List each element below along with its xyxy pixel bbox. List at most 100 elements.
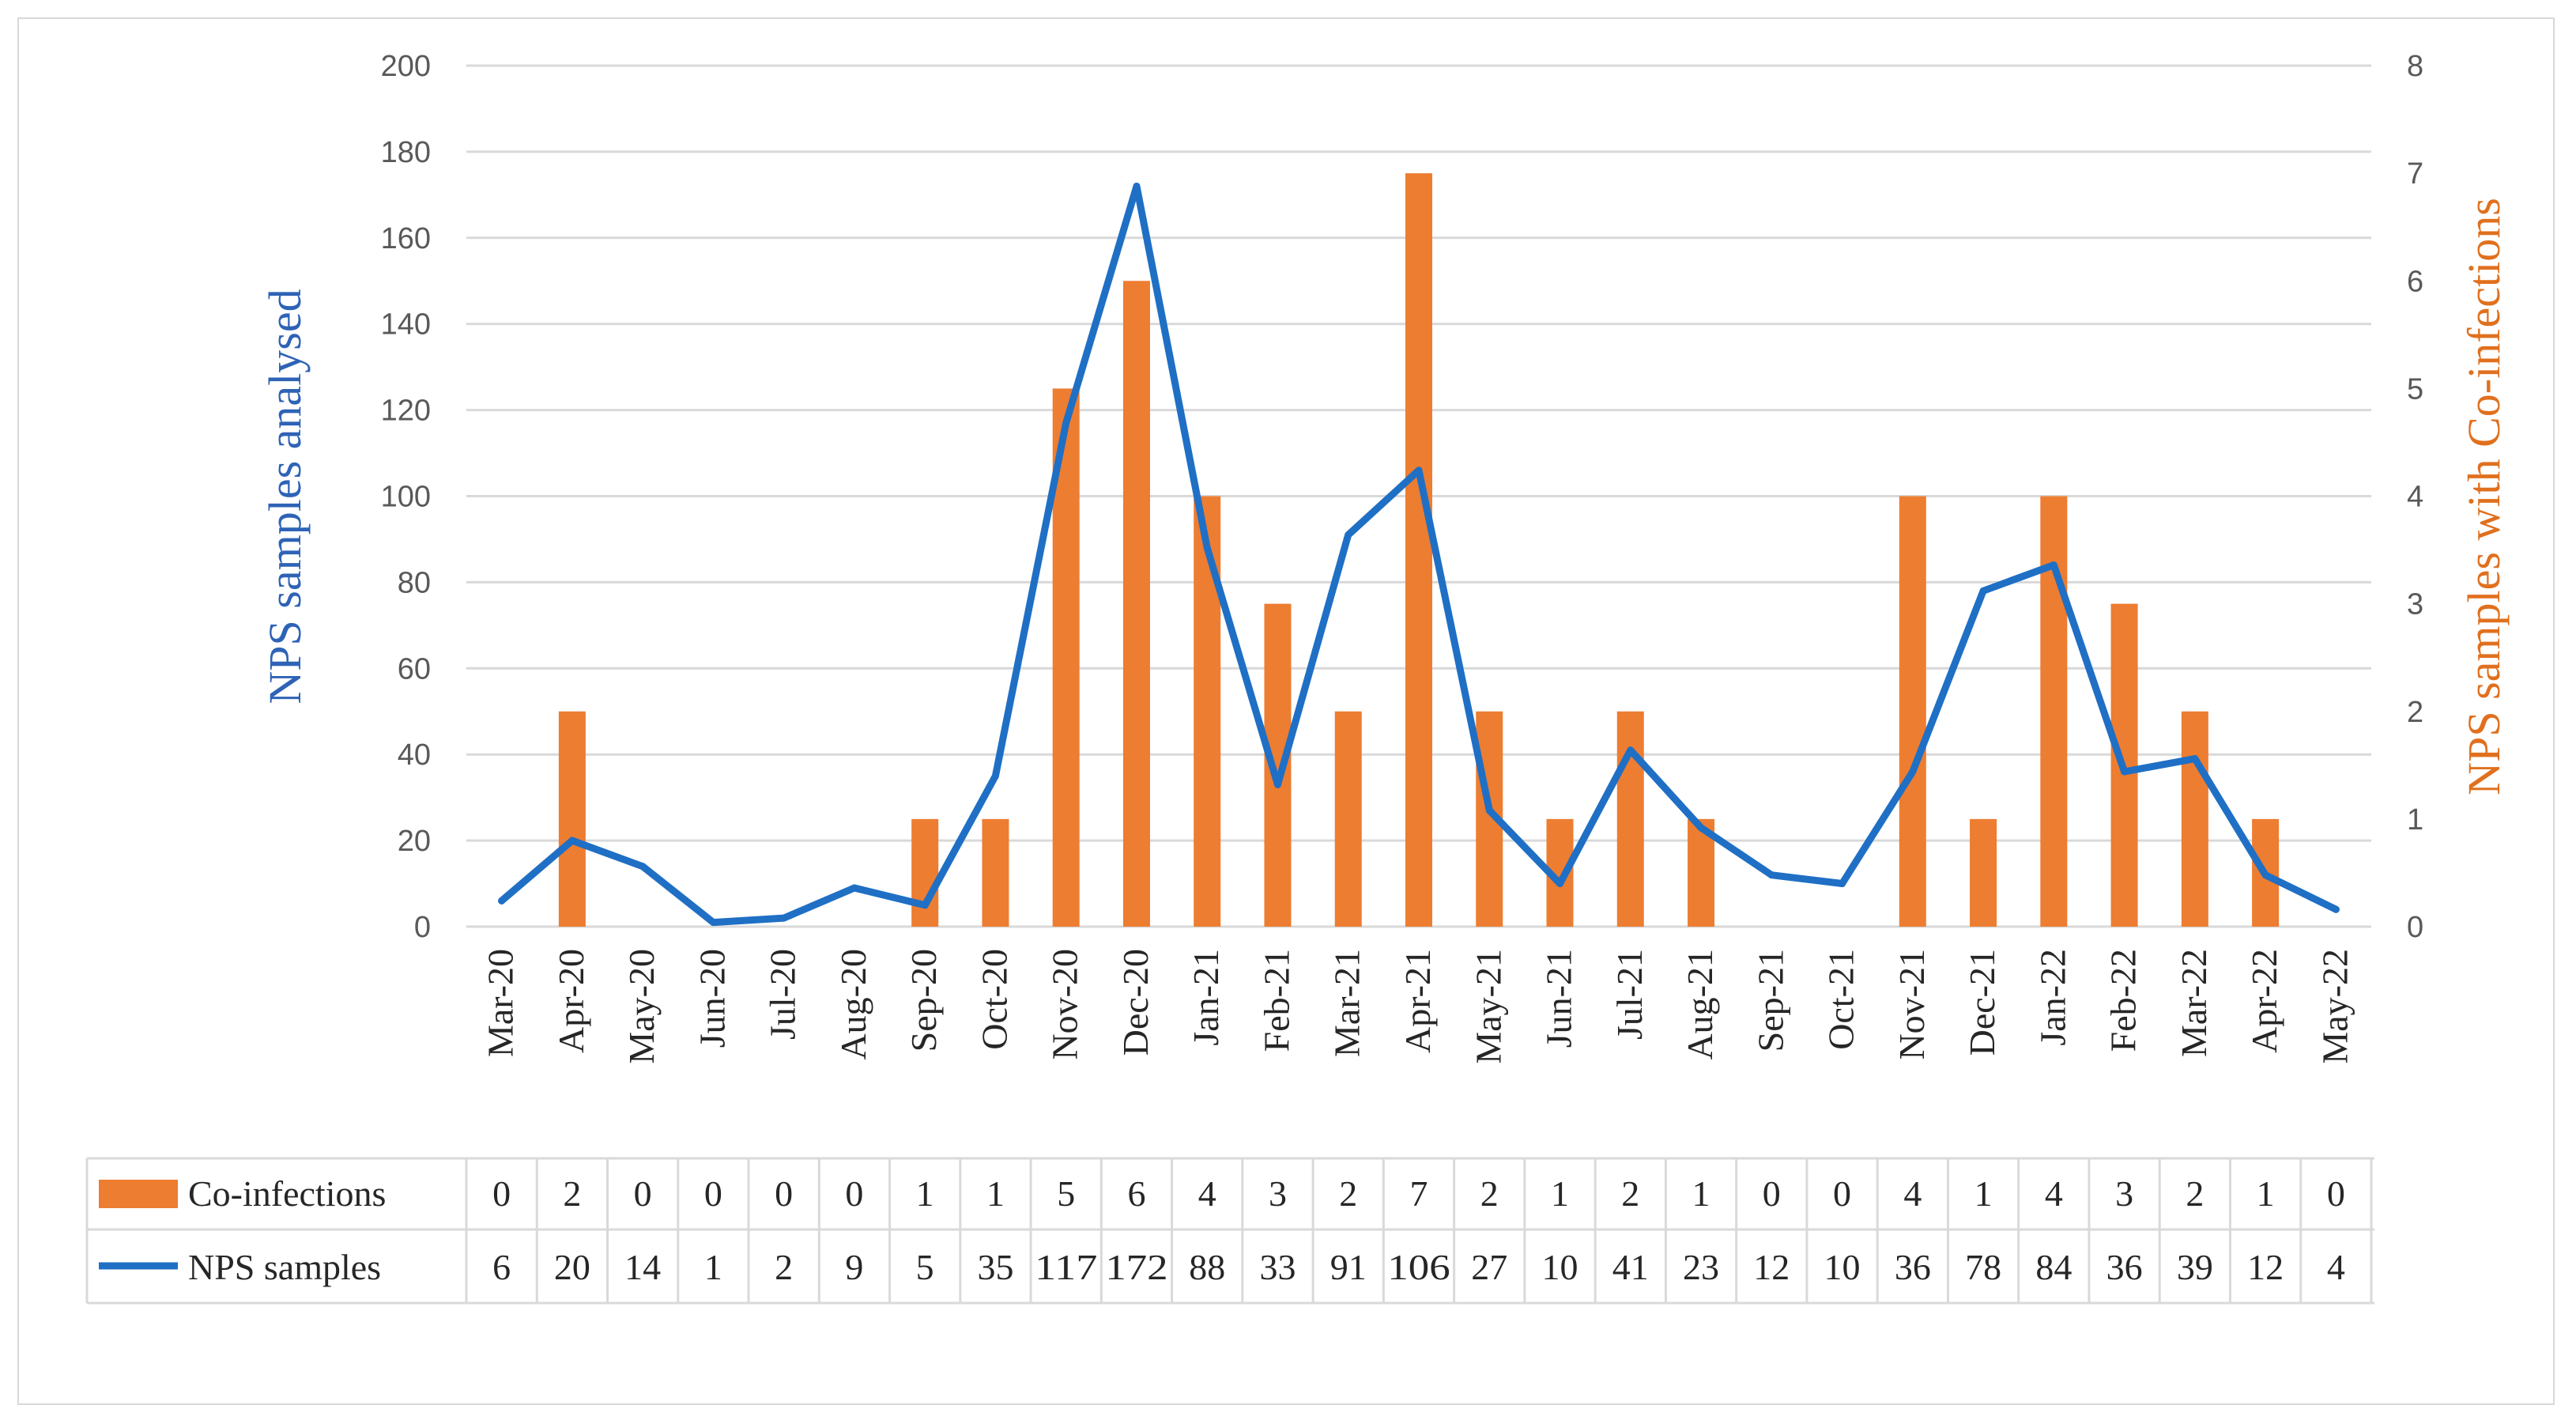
point-nps-samples — [498, 897, 506, 905]
x-tick-label: Aug-20 — [833, 949, 873, 1060]
point-nps-samples — [921, 901, 929, 909]
y-tick-label-right: 6 — [2407, 265, 2423, 298]
y-tick-label-right: 0 — [2407, 911, 2423, 944]
table-cell-nps-samples: 33 — [1259, 1247, 1296, 1287]
x-tick-label: Apr-20 — [551, 949, 591, 1053]
y-tick-label-right: 7 — [2407, 157, 2423, 191]
table-cell-nps-samples: 12 — [2247, 1247, 2284, 1287]
point-nps-samples — [1767, 871, 1775, 879]
point-nps-samples — [2261, 871, 2269, 879]
table-cell-co-infections: 1 — [1692, 1173, 1710, 1214]
y-tick-label-right: 1 — [2407, 803, 2423, 837]
point-nps-samples — [991, 772, 999, 780]
table-cell-co-infections: 3 — [1269, 1173, 1287, 1214]
table-cell-nps-samples: 41 — [1612, 1247, 1649, 1287]
x-tick-label: Jan-22 — [2032, 949, 2072, 1046]
table-cell-co-infections: 1 — [916, 1173, 934, 1214]
table-cell-co-infections: 0 — [492, 1173, 511, 1214]
point-nps-samples — [1627, 746, 1635, 754]
x-tick-label: May-22 — [2314, 949, 2355, 1064]
point-nps-samples — [1133, 182, 1141, 190]
table-cell-co-infections: 4 — [1198, 1173, 1216, 1214]
table-cell-nps-samples: 12 — [1753, 1247, 1790, 1287]
table-cell-co-infections: 0 — [2327, 1173, 2345, 1214]
bar-series-co-infections — [558, 173, 2280, 927]
x-tick-label: Jan-21 — [1186, 949, 1226, 1046]
y-tick-label-left: 120 — [381, 395, 431, 428]
table-cell-nps-samples: 106 — [1387, 1247, 1450, 1287]
table-cell-nps-samples: 23 — [1683, 1247, 1719, 1287]
x-tick-label: Sep-21 — [1750, 949, 1790, 1052]
y-tick-label-left: 80 — [398, 566, 431, 599]
table-cell-nps-samples: 4 — [2327, 1247, 2345, 1287]
bar-co-infections — [1194, 496, 1221, 927]
table-cell-nps-samples: 35 — [977, 1247, 1013, 1287]
bar-co-infections — [911, 818, 939, 927]
y-tick-label-right: 2 — [2407, 696, 2423, 729]
bar-co-infections — [1970, 818, 1997, 927]
table-cell-co-infections: 0 — [634, 1173, 652, 1214]
point-nps-samples — [1415, 466, 1423, 474]
table-cell-nps-samples: 20 — [554, 1247, 590, 1287]
y-tick-label-right: 5 — [2407, 372, 2423, 406]
bar-co-infections — [1405, 173, 1432, 927]
point-nps-samples — [568, 837, 576, 844]
legend-key-co-infections — [99, 1180, 178, 1208]
x-tick-label: Jun-20 — [692, 949, 732, 1048]
legend-label-co-infections: Co-infections — [188, 1173, 386, 1214]
table-cell-nps-samples: 27 — [1471, 1247, 1507, 1287]
y-tick-label-left: 20 — [398, 825, 431, 858]
legend-label-nps-samples: NPS samples — [188, 1247, 381, 1287]
point-nps-samples — [709, 919, 717, 927]
table-cell-co-infections: 2 — [2186, 1173, 2204, 1214]
y-tick-label-left: 0 — [414, 911, 431, 944]
point-nps-samples — [2050, 561, 2057, 569]
point-nps-samples — [1485, 806, 1493, 814]
point-nps-samples — [1909, 768, 1917, 776]
point-nps-samples — [1345, 531, 1352, 539]
table-cell-co-infections: 5 — [1057, 1173, 1075, 1214]
bar-co-infections — [2181, 711, 2208, 927]
point-nps-samples — [1839, 880, 1846, 888]
y-axis-title-right: NPS samples with Co-infections — [2458, 198, 2510, 795]
table-cell-nps-samples: 88 — [1189, 1247, 1225, 1287]
table-cell-co-infections: 0 — [704, 1173, 722, 1214]
table-cell-co-infections: 7 — [1410, 1173, 1428, 1214]
table-cell-co-infections: 2 — [1480, 1173, 1499, 1214]
y-tick-label-left: 180 — [381, 136, 431, 169]
x-tick-label: Oct-20 — [974, 949, 1014, 1050]
bar-co-infections — [982, 818, 1009, 927]
axes: 0 20 40 60 80 100 120 140 160 180 200 0 1 2 3 4 5 6 7 8 Mar-… — [259, 50, 2510, 1064]
y-tick-label-left: 200 — [381, 50, 431, 83]
bar-co-infections — [2040, 496, 2068, 927]
table-cell-co-infections: 1 — [1974, 1173, 1993, 1214]
x-tick-label: Feb-22 — [2103, 949, 2144, 1052]
table-cell-nps-samples: 39 — [2177, 1247, 2213, 1287]
y-tick-label-left: 160 — [381, 222, 431, 255]
table-cell-co-infections: 3 — [2115, 1173, 2133, 1214]
x-tick-label: Feb-21 — [1256, 949, 1296, 1052]
point-nps-samples — [1203, 544, 1211, 552]
x-tick-label: Dec-21 — [1962, 949, 2002, 1056]
y-tick-label-left: 40 — [398, 738, 431, 772]
bar-co-infections — [1122, 281, 1150, 927]
y-tick-label-right: 3 — [2407, 588, 2423, 621]
point-nps-samples — [2332, 905, 2340, 913]
bar-co-infections — [1616, 711, 1644, 927]
y-axis-title-left: NPS samples analysed — [259, 289, 311, 704]
y-tick-label-left: 140 — [381, 308, 431, 342]
x-tick-label: Oct-21 — [1821, 949, 1861, 1050]
x-tick-label: Dec-20 — [1115, 949, 1156, 1056]
x-tick-label: Mar-21 — [1327, 949, 1367, 1057]
y-tick-label-left: 60 — [398, 652, 431, 686]
table-cell-co-infections: 1 — [2257, 1173, 2275, 1214]
table-cell-nps-samples: 10 — [1542, 1247, 1578, 1287]
table-cell-nps-samples: 14 — [624, 1247, 661, 1287]
table-cell-nps-samples: 36 — [2106, 1247, 2143, 1287]
point-nps-samples — [639, 863, 647, 871]
table-cell-nps-samples: 5 — [916, 1247, 934, 1287]
table-cell-nps-samples: 117 — [1035, 1247, 1097, 1287]
table-cell-co-infections: 2 — [1339, 1173, 1357, 1214]
table-cell-co-infections: 2 — [563, 1173, 581, 1214]
